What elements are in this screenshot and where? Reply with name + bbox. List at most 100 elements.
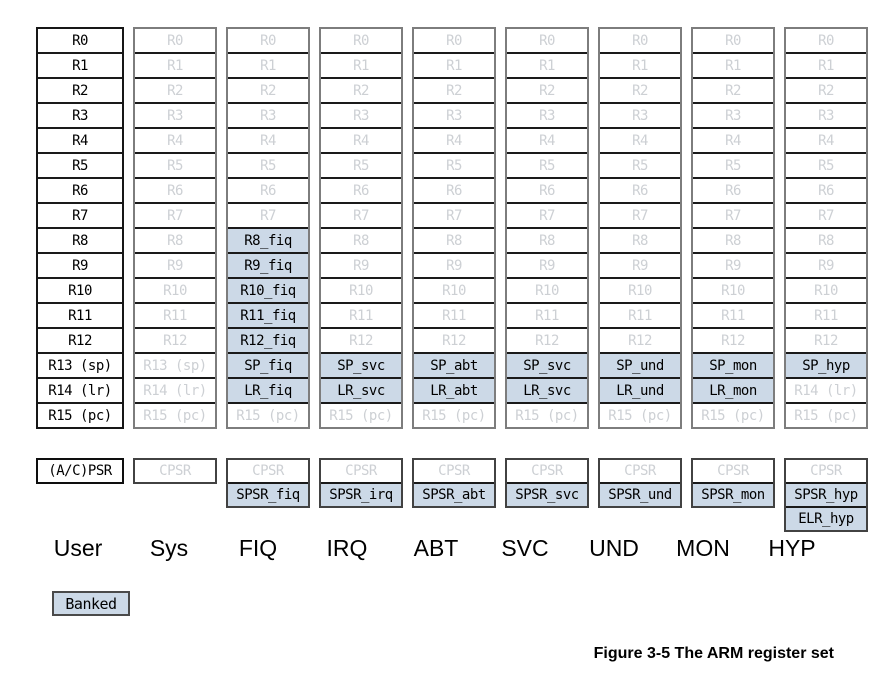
register-cell-user: R15 (pc) xyxy=(38,402,122,427)
register-cell-sys: R6 xyxy=(135,177,215,202)
register-cell-sys: R15 (pc) xyxy=(135,402,215,427)
register-cell-user: R7 xyxy=(38,202,122,227)
register-cell-abt: R7 xyxy=(414,202,494,227)
register-cell-user: R11 xyxy=(38,302,122,327)
register-cell-irq: R1 xyxy=(321,52,401,77)
register-cell-svc: LR_svc xyxy=(507,377,587,402)
figure-caption: Figure 3-5 The ARM register set xyxy=(593,645,834,662)
register-cell-svc: R9 xyxy=(507,252,587,277)
register-cell-sys: R4 xyxy=(135,127,215,152)
register-column-user: R0 R1 R2 R3 R4 R5 R6 R7 R8 R9 R10 R11 R12 R13 (sp) R14… xyxy=(36,27,124,429)
register-cell-fiq: R4 xyxy=(228,127,308,152)
psr-cell-mon: SPSR_mon xyxy=(693,482,773,506)
register-cell-svc: R7 xyxy=(507,202,587,227)
register-cell-abt: R3 xyxy=(414,102,494,127)
register-cell-svc: R1 xyxy=(507,52,587,77)
register-cell-hyp: R5 xyxy=(786,152,866,177)
register-cell-fiq: R8_fiq xyxy=(228,227,308,252)
register-cell-hyp: R4 xyxy=(786,127,866,152)
register-cell-mon: LR_mon xyxy=(693,377,773,402)
register-cell-hyp: R2 xyxy=(786,77,866,102)
mode-label-abt: ABT xyxy=(413,535,459,561)
register-cell-hyp: R3 xyxy=(786,102,866,127)
register-cell-mon: R8 xyxy=(693,227,773,252)
register-cell-user: R8 xyxy=(38,227,122,252)
register-cell-abt: SP_abt xyxy=(414,352,494,377)
psr-cell-abt: SPSR_abt xyxy=(414,482,494,506)
psr-cell-fiq: CPSR xyxy=(252,463,284,479)
register-cell-fiq: LR_fiq xyxy=(228,377,308,402)
register-cell-mon: R15 (pc) xyxy=(693,402,773,427)
register-column-abt: R0 R1 R2 R3 R4 R5 R6 R7 R8 R9 R10 R11 R12 SP_abt LR_ab… xyxy=(412,27,496,429)
register-cell-user: R9 xyxy=(38,252,122,277)
register-cell-user: R3 xyxy=(38,102,122,127)
register-cell-irq: R4 xyxy=(321,127,401,152)
register-cell-svc: R3 xyxy=(507,102,587,127)
psr-column-sys: CPSR xyxy=(133,458,217,484)
register-cell-und: LR_und xyxy=(600,377,680,402)
register-cell-user: R10 xyxy=(38,277,122,302)
register-cell-abt: R6 xyxy=(414,177,494,202)
register-cell-abt: R0 xyxy=(446,32,462,49)
mode-labels: User Sys FIQ IRQ ABT SVC UND MON HYP xyxy=(36,535,832,562)
register-cell-und: R9 xyxy=(600,252,680,277)
register-cell-und: R0 xyxy=(632,32,648,49)
register-cell-hyp: R12 xyxy=(786,327,866,352)
register-cell-irq: R15 (pc) xyxy=(321,402,401,427)
register-cell-fiq: R0 xyxy=(260,32,276,49)
register-cell-mon: R11 xyxy=(693,302,773,327)
register-cell-abt: LR_abt xyxy=(414,377,494,402)
register-cell-hyp: SP_hyp xyxy=(786,352,866,377)
register-column-irq: R0 R1 R2 R3 R4 R5 R6 R7 R8 R9 R10 R11 R12 SP_svc LR_sv… xyxy=(319,27,403,429)
register-cell-abt: R8 xyxy=(414,227,494,252)
register-cell-mon: R12 xyxy=(693,327,773,352)
register-cell-sys: R9 xyxy=(135,252,215,277)
register-cell-und: R10 xyxy=(600,277,680,302)
psr-cell-irq: CPSR xyxy=(345,463,377,479)
register-column-svc: R0 R1 R2 R3 R4 R5 R6 R7 R8 R9 R10 R11 R12 SP_svc LR_sv… xyxy=(505,27,589,429)
register-cell-und: R2 xyxy=(600,77,680,102)
register-cell-sys: R3 xyxy=(135,102,215,127)
psr-cell-und: CPSR xyxy=(624,463,656,479)
psr-column-svc: CPSR SPSR_svc xyxy=(505,458,589,508)
register-cell-hyp: R11 xyxy=(786,302,866,327)
register-cell-sys: R2 xyxy=(135,77,215,102)
register-cell-sys: R5 xyxy=(135,152,215,177)
register-cell-und: R4 xyxy=(600,127,680,152)
register-cell-irq: R5 xyxy=(321,152,401,177)
psr-column-hyp: CPSR SPSR_hyp ELR_hyp xyxy=(784,458,868,532)
register-cell-sys: R8 xyxy=(135,227,215,252)
register-cell-und: R1 xyxy=(600,52,680,77)
register-cell-sys: R0 xyxy=(167,32,183,49)
register-cell-abt: R9 xyxy=(414,252,494,277)
psr-column-und: CPSR SPSR_und xyxy=(598,458,682,508)
psr-cell-fiq: SPSR_fiq xyxy=(228,482,308,506)
register-cell-svc: R0 xyxy=(539,32,555,49)
register-cell-fiq: R10_fiq xyxy=(228,277,308,302)
register-cell-mon: R6 xyxy=(693,177,773,202)
register-cell-mon: R0 xyxy=(725,32,741,49)
register-cell-mon: R5 xyxy=(693,152,773,177)
register-cell-fiq: SP_fiq xyxy=(228,352,308,377)
mode-label-mon: MON xyxy=(676,535,730,561)
psr-cell-abt: CPSR xyxy=(438,463,470,479)
register-cell-svc: R11 xyxy=(507,302,587,327)
register-cell-mon: R2 xyxy=(693,77,773,102)
register-cell-svc: R6 xyxy=(507,177,587,202)
psr-cell-irq: SPSR_irq xyxy=(321,482,401,506)
register-cell-svc: R8 xyxy=(507,227,587,252)
register-columns: R0 R1 R2 R3 R4 R5 R6 R7 R8 R9 R10 R11 R12 R13 (sp) R14… xyxy=(36,27,868,429)
register-cell-und: R12 xyxy=(600,327,680,352)
register-cell-sys: R14 (lr) xyxy=(135,377,215,402)
register-cell-mon: R9 xyxy=(693,252,773,277)
psr-cell-hyp: CPSR xyxy=(810,463,842,479)
mode-label-irq: IRQ xyxy=(326,535,368,561)
register-cell-abt: R4 xyxy=(414,127,494,152)
register-cell-abt: R11 xyxy=(414,302,494,327)
register-cell-fiq: R9_fiq xyxy=(228,252,308,277)
register-cell-hyp: R9 xyxy=(786,252,866,277)
mode-label-svc: SVC xyxy=(501,535,549,561)
register-cell-user: R5 xyxy=(38,152,122,177)
psr-cell-hyp: SPSR_hyp xyxy=(786,482,866,506)
psr-column-irq: CPSR SPSR_irq xyxy=(319,458,403,508)
